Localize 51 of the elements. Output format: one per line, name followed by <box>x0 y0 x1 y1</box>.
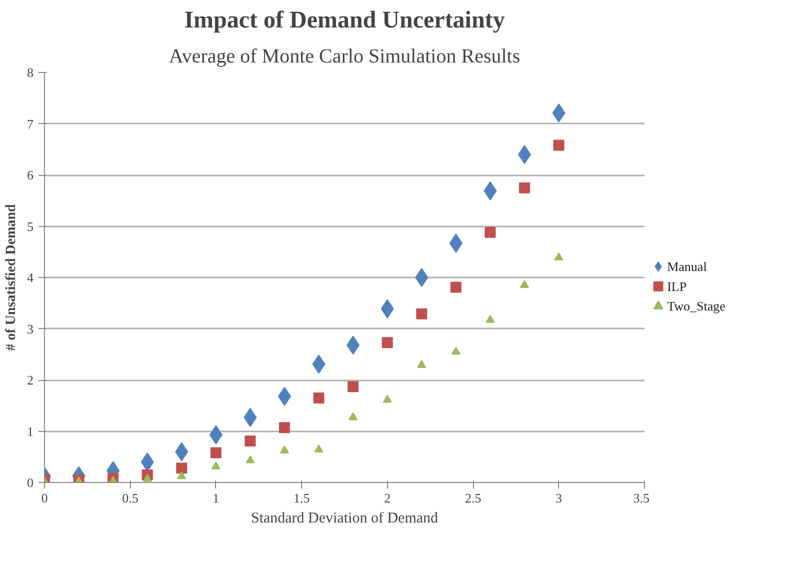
x-tick-label: 1.5 <box>294 490 310 506</box>
point <box>314 444 324 453</box>
point <box>210 447 222 458</box>
y-tick-label: 1 <box>27 424 34 439</box>
y-axis-title: # of Unsatisfied Demand <box>4 204 19 351</box>
x-axis-title: Standard Deviation of Demand <box>250 510 439 526</box>
point <box>348 412 358 420</box>
chart-subtitle: Average of Monte Carlo Simulation Results <box>168 46 520 68</box>
y-tick-label: 3 <box>27 321 34 336</box>
y-tick-label: 7 <box>27 116 34 132</box>
point <box>348 381 359 392</box>
y-tick-label: 6 <box>27 168 34 182</box>
point <box>177 471 186 480</box>
x-tick-label: 0 <box>41 490 48 506</box>
point <box>484 226 496 238</box>
point <box>554 252 564 260</box>
y-tick-label: 4 <box>27 270 34 285</box>
point <box>520 280 529 288</box>
point <box>279 422 290 434</box>
legend-label: Manual <box>667 259 708 274</box>
y-tick-label: 2 <box>27 372 34 388</box>
legend-label: Two_Stage <box>667 298 726 314</box>
point <box>382 337 393 348</box>
point <box>140 452 154 472</box>
y-tick-label: 8 <box>27 65 34 80</box>
point <box>176 462 188 474</box>
x-tick-label: 3.5 <box>633 490 650 506</box>
point <box>244 435 256 446</box>
chart-title: Impact of Demand Uncertainty <box>184 8 505 34</box>
point <box>451 346 460 355</box>
point <box>519 182 530 194</box>
point <box>417 360 426 368</box>
point <box>416 308 428 320</box>
y-tick-label: 0 <box>27 475 34 490</box>
point <box>415 268 428 287</box>
x-tick-label: 2 <box>384 490 391 506</box>
point <box>142 474 152 482</box>
point <box>313 392 324 404</box>
x-tick-label: 3 <box>556 490 562 506</box>
legend-label: ILP <box>667 278 687 294</box>
x-tick-label: 2.5 <box>464 490 482 506</box>
x-tick-label: 0.5 <box>122 490 138 506</box>
point <box>211 461 220 470</box>
point <box>382 394 392 403</box>
point <box>246 455 255 464</box>
point <box>486 314 495 323</box>
point <box>450 282 462 293</box>
point <box>553 140 564 151</box>
point <box>280 446 289 454</box>
x-tick-label: 1 <box>212 490 220 506</box>
y-tick-label: 5 <box>27 218 34 234</box>
